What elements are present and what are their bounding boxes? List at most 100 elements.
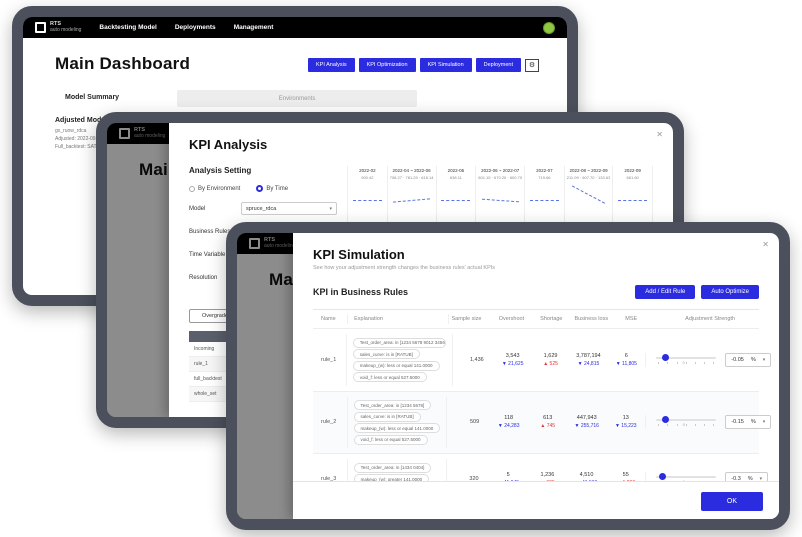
add-edit-rule-button[interactable]: Add / Edit Rule — [635, 285, 696, 299]
strength-value: -0.15 — [731, 419, 744, 426]
business-loss-value: 3,787,194 — [576, 352, 601, 359]
brand-text: RTS auto modeling — [134, 127, 166, 139]
col-explanation: Explanation — [347, 314, 449, 324]
kpi-simulation-drawer: ✕ KPI Simulation See how your adjustment… — [293, 233, 779, 519]
overshoot-delta: ▼ 24,283 — [497, 423, 520, 430]
tab-environments[interactable]: Environments — [177, 90, 418, 107]
table-row: rule_1 Test_order_area: in [1234 5678 90… — [313, 329, 772, 392]
app-logo[interactable]: RTS auto modeling — [119, 127, 165, 139]
tab-model-summary[interactable]: Model Summary — [65, 94, 120, 101]
strength-value-select[interactable]: -0.15% ▾ — [725, 415, 772, 430]
model-select-value: spruce_rdca — [246, 205, 277, 212]
kpi-business-rules-heading: KPI in Business Rules — [313, 287, 409, 297]
chart-values: 719.66 — [538, 175, 551, 180]
slider-zero-label: 0 — [682, 360, 685, 365]
slider-handle[interactable] — [662, 353, 670, 361]
sample-size: 1,436 — [469, 356, 484, 363]
chevron-down-icon: ▾ — [762, 356, 766, 363]
mse-value: 13 — [622, 415, 629, 422]
app-logo[interactable]: RTS auto modeling — [249, 237, 295, 249]
col-overshoot: Overshoot — [498, 316, 525, 322]
rule-condition-chip: sales_curve: is in [RATUB] — [353, 411, 421, 422]
chart-date-label: 2022-06 — [447, 168, 465, 173]
business-loss-delta: ▼ 24,815 — [577, 360, 600, 367]
slider-handle[interactable] — [658, 473, 666, 480]
col-name: Name — [321, 316, 336, 322]
strength-slider[interactable]: 0 — [656, 353, 717, 366]
sample-size: 509 — [469, 419, 480, 426]
shortage-value: 1,629 — [543, 352, 558, 359]
kpi-simulation-button[interactable]: KPI Simulation — [419, 58, 472, 72]
col-sample-size: Sample size — [451, 316, 482, 322]
brand-text: RTS auto modeling — [264, 237, 296, 249]
strength-slider[interactable]: 0 — [656, 416, 717, 428]
model-label: Model — [189, 205, 206, 212]
close-icon[interactable]: ✕ — [762, 240, 769, 249]
chart-date-label: 2022-04 ~ 2022-06 — [392, 168, 431, 173]
strength-unit: % — [750, 356, 756, 363]
app-logo[interactable]: RTS auto modeling — [35, 21, 81, 33]
radio-label: By Environment — [198, 185, 241, 192]
overshoot-delta: ▼ 21,625 — [501, 360, 524, 367]
chart-values: 900.42 — [361, 175, 374, 180]
model-select[interactable]: spruce_rdca ▾ — [241, 202, 337, 215]
resolution-label: Resolution — [189, 274, 218, 281]
user-avatar[interactable] — [543, 21, 555, 34]
chevron-down-icon: ▾ — [759, 476, 763, 482]
chevron-down-icon: ▾ — [762, 419, 766, 426]
col-adjustment-strength: Adjustment Strength — [685, 316, 735, 322]
slider-zero-label: 0 — [682, 423, 685, 428]
strength-value: -0.05 — [731, 356, 744, 363]
adjusted-model-title: Adjusted Model — [55, 117, 108, 124]
rule-condition-chip: sales_curve: is in [RATUB] — [352, 349, 420, 359]
rule-condition-chip: Test_order_area: in [1234 5678] — [353, 400, 432, 410]
ok-button[interactable]: OK — [700, 492, 763, 511]
nav-item-deployments[interactable]: Deployments — [174, 24, 216, 31]
rule-condition-chip: makeup_(w): less or equal 141.0000 — [353, 423, 441, 433]
chart-date-label: 2022-07 — [536, 168, 553, 173]
chart-values: 638.11 — [449, 175, 462, 180]
business-rules-label: Business Rules — [189, 228, 231, 235]
mse-value: 6 — [624, 352, 628, 359]
chart-date-label: 2022-02 — [359, 168, 376, 173]
close-icon[interactable]: ✕ — [656, 130, 663, 139]
kpi-analysis-button[interactable]: KPI Analysis — [308, 58, 355, 72]
mse-value: 55 — [622, 472, 629, 478]
strength-value-select[interactable]: -0.05% ▾ — [725, 352, 772, 367]
chart-values: 708.27 · 781.29 · 615.14 — [389, 175, 434, 180]
auto-optimize-button[interactable]: Auto Optimize — [701, 285, 759, 299]
business-loss-delta: ▼ 255,716 — [574, 423, 599, 430]
overshoot-value: 5 — [506, 472, 510, 478]
adjusted-model-line: Full_backtest: SAT 3000 — [55, 144, 110, 150]
shortage-value: 613 — [543, 415, 553, 422]
radio-by-environment[interactable]: By Environment — [189, 185, 241, 192]
rule-condition-chip: void_f: less or equal 527.5000 — [352, 372, 427, 382]
radio-icon — [189, 185, 195, 192]
page-title: Main Dashboard — [55, 54, 191, 73]
slider-handle[interactable] — [662, 416, 670, 424]
rule-condition-chip: Test_order_area: in [1234 5678 9012 3456… — [352, 337, 446, 348]
gear-icon[interactable]: ⚙ — [525, 58, 539, 72]
shortage-delta: ▲ 525 — [543, 360, 558, 367]
chart-values: 661.60 — [626, 175, 639, 180]
deployment-button[interactable]: Deployment — [475, 58, 521, 72]
chart-date-label: 2022-09 — [624, 168, 641, 173]
nav-item-backtesting-model[interactable]: Backtesting Model — [99, 24, 157, 31]
radio-label: By Time — [266, 185, 289, 192]
col-shortage: Shortage — [540, 316, 563, 322]
nav-item-management[interactable]: Management — [233, 24, 274, 31]
business-loss-value: 4,510 — [579, 472, 594, 478]
time-variable-label: Time Variable — [189, 251, 226, 258]
radio-by-time[interactable]: By Time — [256, 185, 288, 192]
overshoot-value: 3,543 — [505, 352, 520, 359]
rule-condition-chip: void_f: less or equal 527.5000 — [353, 434, 428, 445]
kpi-optimization-button[interactable]: KPI Optimization — [358, 58, 416, 72]
adjusted-model-line: gx_ruow_rdca — [55, 128, 87, 134]
rule-name: rule_1 — [321, 356, 337, 363]
logo-icon — [249, 238, 260, 249]
business-loss-value: 447,943 — [576, 415, 597, 422]
col-mse: MSE — [625, 316, 638, 322]
strength-unit: % — [750, 419, 756, 426]
analysis-setting-heading: Analysis Setting — [189, 166, 252, 175]
